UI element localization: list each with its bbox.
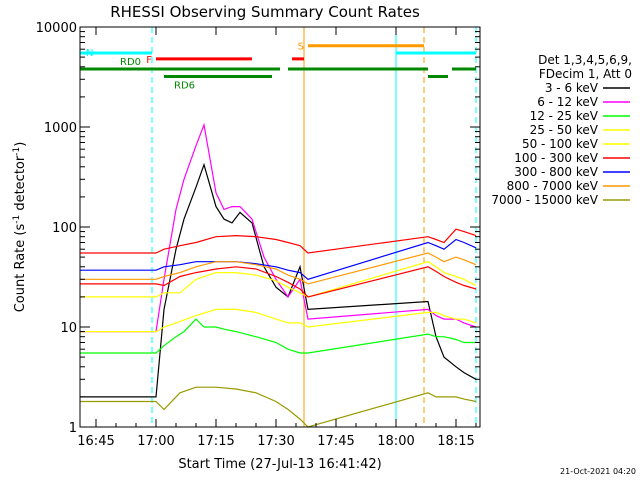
flag-label-3: RD0 [120,57,141,68]
legend-label-8: 7000 - 15000 keV [491,193,598,207]
plot-area: N S F RD0 RD6 [79,27,477,428]
series-line-7 [80,252,477,285]
series-line-3 [80,308,477,333]
series-line-9 [80,228,477,254]
legend-label-6: 300 - 800 keV [514,165,598,179]
series-line-4 [80,261,477,298]
x-axis: 16:45 17:00 17:15 17:30 17:45 18:00 18:15 [77,27,477,449]
y-axis-label-main: Count Rate (s [13,224,28,313]
flag-label-2: F [146,55,152,66]
series-line-2 [80,318,476,354]
y-axis: 1 10 100 1000 10000 [36,21,480,436]
y-axis-label-mid: detector [13,155,28,215]
flag-label-0: N [86,48,93,59]
chart-title: RHESSI Observing Summary Count Rates [110,3,420,21]
x-tick-label-4: 17:45 [317,434,354,449]
legend-label-2: 12 - 25 keV [530,109,599,123]
series-line-6 [80,238,477,280]
y-tick-label-0: 1 [69,421,77,436]
legend: Det 1,3,4,5,6,9, FDecim 1, Att 0 3 - 6 k… [491,53,632,207]
y-tick-label-3: 1000 [44,121,77,136]
y-axis-label: Count Rate (s-1 detector-1) [12,142,28,313]
x-tick-label-2: 17:15 [197,434,234,449]
legend-label-1: 6 - 12 keV [537,95,599,109]
legend-label-0: 3 - 6 keV [545,81,599,95]
legend-label-3: 25 - 50 keV [530,123,599,137]
x-tick-label-3: 17:30 [257,434,294,449]
flag-label-4: RD6 [174,80,195,91]
y-axis-label-end: ) [13,142,28,147]
x-tick-label-6: 18:15 [437,434,474,449]
x-axis-label: Start Time (27-Jul-13 16:41:42) [178,457,381,472]
series-line-1 [80,122,477,333]
x-tick-label-0: 16:45 [77,434,114,449]
x-tick-label-1: 17:00 [137,434,174,449]
legend-label-7: 800 - 7000 keV [507,179,599,193]
legend-header-line-2: FDecim 1, Att 0 [539,67,632,81]
y-tick-label-4: 10000 [36,21,77,36]
x-tick-label-5: 18:00 [377,434,414,449]
y-tick-label-1: 10 [60,321,77,336]
y-axis-label-sup1: -1 [12,215,22,224]
y-tick-label-2: 100 [52,221,77,236]
plot-footer-timestamp: 21-Oct-2021 04:20 [560,467,636,476]
flag-label-1: S [298,42,304,53]
legend-label-4: 50 - 100 keV [522,137,599,151]
legend-label-5: 100 - 300 keV [514,151,598,165]
y-axis-label-sup2: -1 [12,147,22,156]
series-line-5 [80,266,477,298]
legend-header-line-1: Det 1,3,4,5,6,9, [538,53,632,67]
series-line-0 [80,162,477,398]
series-line-8 [80,386,477,428]
